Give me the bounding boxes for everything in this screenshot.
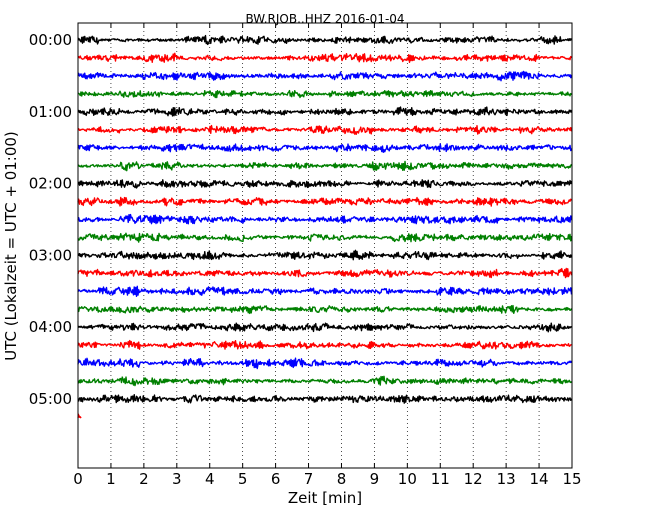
seismogram-traces	[77, 34, 573, 419]
trace-row	[77, 375, 573, 387]
y-tick-label: 01:00	[29, 103, 72, 121]
trace-row	[77, 106, 573, 117]
x-tick-label: 2	[139, 470, 149, 488]
y-tick-label: 04:00	[29, 318, 72, 336]
y-axis-ticks: 00:00 01:00 02:00 03:00 04:00 05:00	[29, 31, 572, 408]
x-axis-label: Zeit [min]	[288, 489, 362, 507]
x-tick-label: 6	[271, 470, 281, 488]
trace-row	[77, 179, 573, 189]
y-axis-label: UTC (Lokalzeit = UTC + 01:00)	[2, 131, 20, 361]
x-tick-label: 14	[530, 470, 549, 488]
trace-row	[77, 196, 573, 207]
trace-row	[77, 124, 573, 136]
trace-row	[77, 232, 573, 243]
trace-row	[77, 304, 573, 315]
trace-row	[77, 213, 573, 225]
x-tick-label: 1	[106, 470, 116, 488]
trace-row	[77, 143, 573, 153]
x-tick-label: 4	[205, 470, 215, 488]
y-tick-label: 05:00	[29, 390, 72, 408]
x-tick-label: 13	[497, 470, 516, 488]
grid-lines	[110, 23, 540, 468]
x-tick-label: 11	[431, 470, 450, 488]
x-tick-label: 3	[172, 470, 182, 488]
y-tick-label: 02:00	[29, 175, 72, 193]
x-tick-label: 9	[370, 470, 380, 488]
chart-title: BW.RJOB..HHZ 2016-01-04	[245, 12, 404, 26]
trace-row	[77, 249, 573, 261]
plot-frame	[77, 22, 573, 469]
trace-row	[77, 34, 572, 46]
trace-row	[77, 70, 573, 82]
x-tick-label: 10	[398, 470, 417, 488]
trace-row	[77, 267, 573, 279]
trace-row	[77, 339, 572, 350]
y-tick-label: 00:00	[29, 31, 72, 49]
x-tick-label: 12	[464, 470, 483, 488]
trace-row	[77, 393, 573, 404]
trace-row	[77, 357, 573, 370]
y-tick-label: 03:00	[29, 246, 72, 264]
x-tick-label: 8	[337, 470, 347, 488]
trace-row	[77, 285, 573, 297]
x-tick-label: 15	[562, 470, 581, 488]
trace-row	[77, 160, 573, 172]
x-tick-label: 5	[238, 470, 248, 488]
x-axis-ticks: 0 1 2 3 4 5 6 7 8 9 10 11 12 13 14 15	[73, 23, 582, 488]
x-tick-label: 7	[304, 470, 314, 488]
trace-row	[77, 322, 572, 333]
trace-row	[77, 89, 573, 99]
trace-row	[77, 52, 573, 63]
x-tick-label: 0	[73, 470, 83, 488]
